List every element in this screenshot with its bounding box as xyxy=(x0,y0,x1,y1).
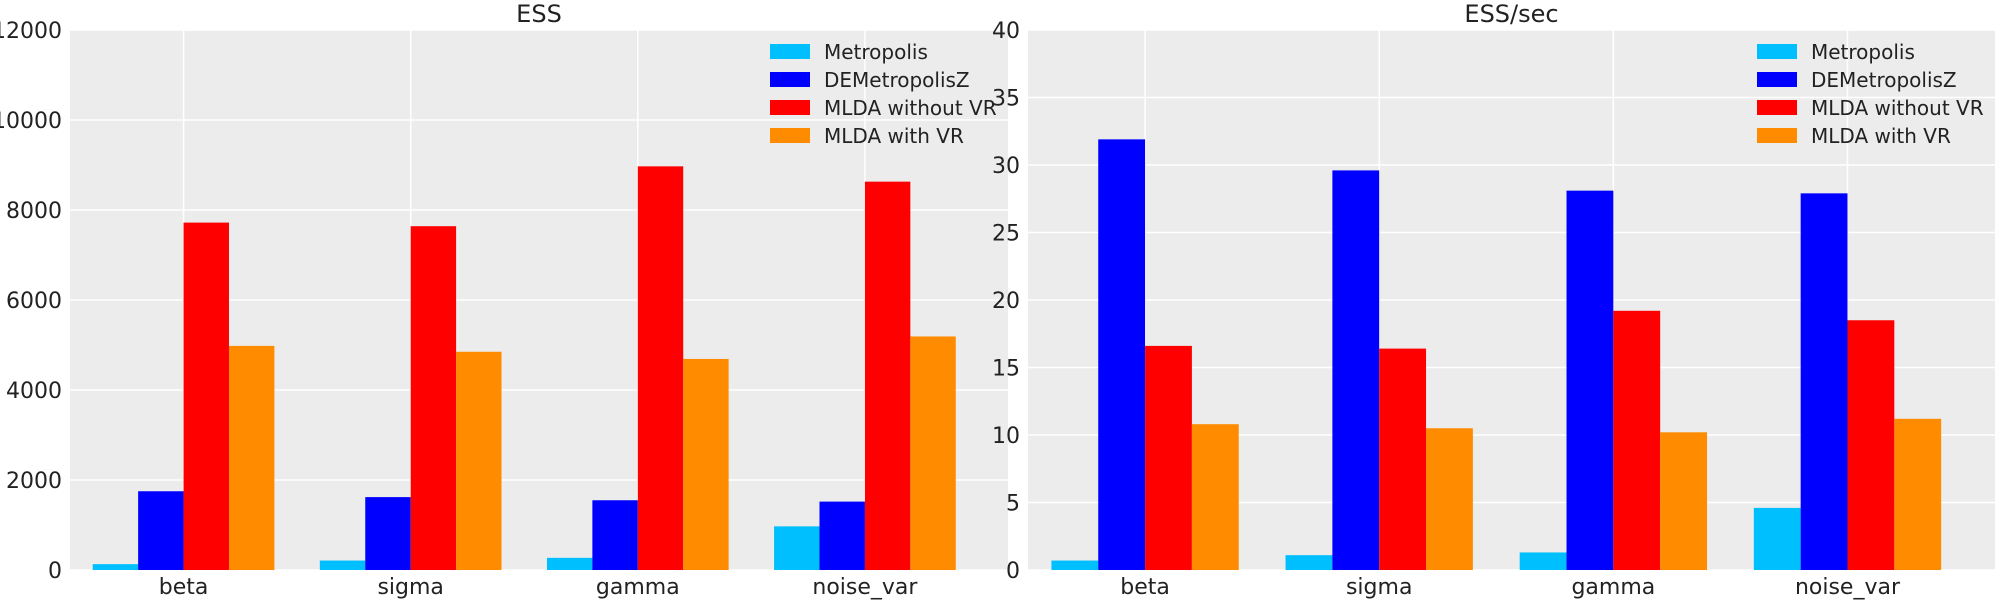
y-tick-label: 2000 xyxy=(6,469,62,494)
y-tick-label: 12000 xyxy=(0,19,62,44)
legend-swatch xyxy=(770,72,810,87)
bar xyxy=(1753,507,1801,570)
bar xyxy=(228,345,275,570)
y-tick-label: 40 xyxy=(992,19,1020,44)
bar xyxy=(774,526,820,570)
legend-swatch xyxy=(1757,128,1797,143)
bar xyxy=(1847,320,1895,570)
x-tick-label: gamma xyxy=(1571,575,1655,600)
legend-swatch xyxy=(770,44,810,59)
bar xyxy=(683,358,729,570)
y-tick-label: 35 xyxy=(992,87,1020,112)
y-tick-label: 5 xyxy=(1006,492,1020,517)
bar xyxy=(138,491,184,570)
y-tick-label: 0 xyxy=(1006,559,1020,584)
legend-label: MLDA with VR xyxy=(824,124,964,148)
x-tick-label: sigma xyxy=(377,575,443,600)
legend-swatch xyxy=(1757,44,1797,59)
x-tick-label: beta xyxy=(1120,575,1170,600)
bar xyxy=(319,560,366,570)
bar xyxy=(456,351,502,570)
bar xyxy=(1660,432,1708,570)
legend: Metropolis DEMetropolisZ MLDA without VR ML… xyxy=(770,40,997,148)
bar xyxy=(546,557,593,570)
bar xyxy=(1519,552,1567,570)
legend-label: MLDA with VR xyxy=(1811,124,1951,148)
legend-swatch xyxy=(1757,72,1797,87)
legend: Metropolis DEMetropolisZ MLDA without VR ML… xyxy=(1757,40,1984,148)
bar xyxy=(1332,170,1380,570)
legend-label: Metropolis xyxy=(1811,40,1915,64)
bar xyxy=(1285,555,1333,570)
bar xyxy=(365,497,411,570)
legend-label: MLDA without VR xyxy=(824,96,997,120)
y-tick-label: 10 xyxy=(992,424,1020,449)
bar xyxy=(637,166,684,570)
legend-label: DEMetropolisZ xyxy=(824,68,970,92)
bar xyxy=(1426,428,1473,570)
legend-label: Metropolis xyxy=(824,40,928,64)
bar xyxy=(1800,193,1848,570)
bar xyxy=(819,501,865,570)
bar xyxy=(183,222,229,570)
x-tick-label: noise_var xyxy=(812,575,918,600)
bar xyxy=(1191,424,1239,570)
chart-panel-2: 0 5 10 15 20 25 30 35 40 beta sigma gamma noise_var E… xyxy=(992,0,1995,600)
x-tick-label: beta xyxy=(159,575,209,600)
bar xyxy=(1379,348,1427,570)
y-tick-label: 0 xyxy=(48,559,62,584)
bar xyxy=(1894,418,1942,570)
x-tick-label: gamma xyxy=(596,575,680,600)
x-tick-label: noise_var xyxy=(1795,575,1901,600)
y-tick-label: 20 xyxy=(992,289,1020,314)
bar xyxy=(910,336,956,570)
legend-swatch xyxy=(770,100,810,115)
bar xyxy=(1051,560,1099,570)
bar xyxy=(1613,310,1661,570)
bar xyxy=(92,564,139,570)
y-tick-label: 4000 xyxy=(6,379,62,404)
x-tick-label: sigma xyxy=(1346,575,1412,600)
y-tick-label: 15 xyxy=(992,357,1020,382)
y-tick-label: 25 xyxy=(992,222,1020,247)
bar xyxy=(410,226,457,570)
bar xyxy=(1098,139,1146,570)
y-tick-label: 30 xyxy=(992,154,1020,179)
y-tick-label: 6000 xyxy=(6,289,62,314)
bar xyxy=(1566,190,1614,570)
bar xyxy=(1145,345,1192,570)
legend-swatch xyxy=(770,128,810,143)
bar xyxy=(864,181,911,570)
chart-panel-1: 0 2000 4000 6000 8000 10000 12000 beta sigma gamm… xyxy=(0,0,1008,600)
y-tick-label: 10000 xyxy=(0,109,62,134)
legend-swatch xyxy=(1757,100,1797,115)
legend-label: DEMetropolisZ xyxy=(1811,68,1957,92)
y-tick-label: 8000 xyxy=(6,199,62,224)
chart-title: ESS xyxy=(516,0,562,28)
bar xyxy=(592,500,638,570)
chart-title: ESS/sec xyxy=(1464,0,1558,28)
legend-label: MLDA without VR xyxy=(1811,96,1984,120)
